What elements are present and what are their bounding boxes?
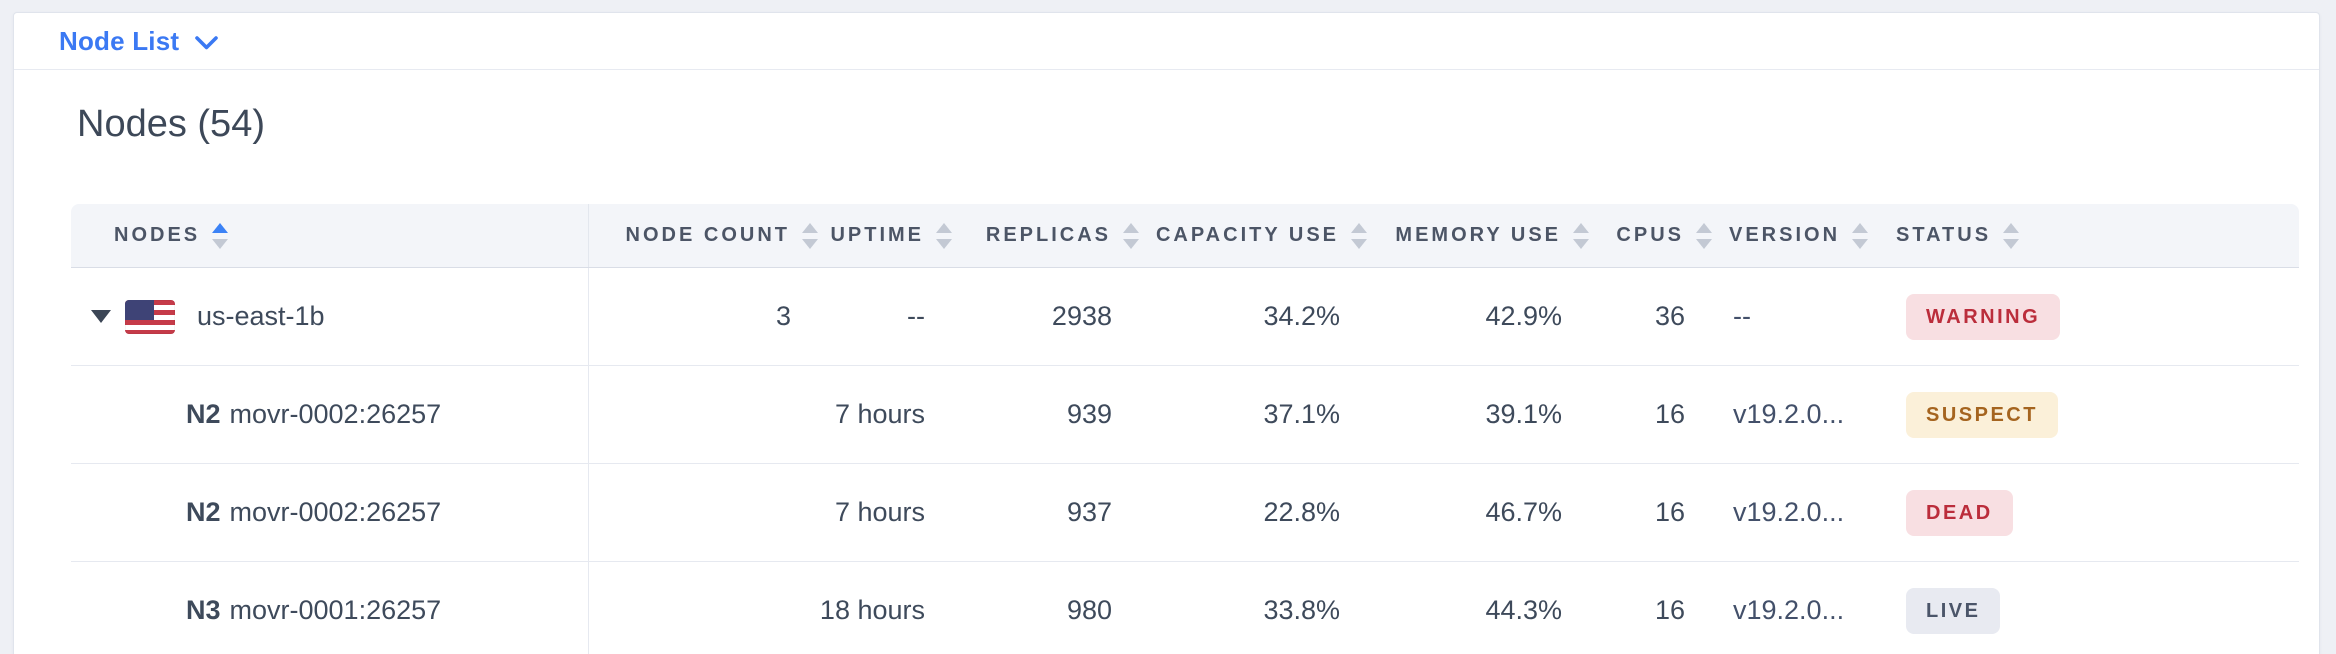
node-address: movr-0002:26257 <box>229 399 442 429</box>
node-id: N2 <box>186 399 221 429</box>
capacity-use-cell: 33.8% <box>1263 595 1340 625</box>
version-cell: v19.2.0... <box>1733 399 1845 429</box>
memory-use-cell: 46.7% <box>1485 497 1562 527</box>
replicas-cell: 939 <box>1066 399 1112 429</box>
status-badge: SUSPECT <box>1906 391 2058 438</box>
status-cell: SUSPECT <box>1880 366 2299 463</box>
chevron-down-icon <box>194 35 219 51</box>
table-header-row: NODES NODE COUNT <box>71 204 2299 268</box>
column-header-node-count[interactable]: NODE COUNT <box>589 204 819 267</box>
table-row-node[interactable]: N2 movr-0002:26257 7 hours 937 22.8% 46.… <box>71 464 2299 562</box>
cpus-cell: 36 <box>1654 301 1685 331</box>
uptime-cell: 18 hours <box>819 595 925 625</box>
replicas-cell: 937 <box>1066 497 1112 527</box>
node-name-cell: N2 movr-0002:26257 <box>71 366 589 463</box>
node-id: N3 <box>186 595 221 625</box>
sort-icon[interactable] <box>2002 222 2020 250</box>
capacity-use-cell: 22.8% <box>1263 497 1340 527</box>
column-header-status[interactable]: STATUS <box>1880 204 2299 267</box>
cpus-cell: 16 <box>1654 497 1685 527</box>
node-list-dropdown-label: Node List <box>59 25 180 56</box>
column-header-cpus[interactable]: CPUS <box>1590 204 1713 267</box>
sort-icon[interactable] <box>1350 222 1368 250</box>
status-cell: WARNING <box>1880 268 2299 365</box>
region-name: us-east-1b <box>197 301 325 331</box>
content-area: Nodes (54) NODES NODE COUNT <box>14 98 2319 654</box>
uptime-cell: 7 hours <box>834 399 925 429</box>
node-list-card: Node List Nodes (54) NODES <box>13 12 2320 654</box>
cpus-cell: 16 <box>1654 595 1685 625</box>
status-badge: LIVE <box>1906 587 2001 634</box>
sort-icon[interactable] <box>935 222 953 250</box>
sort-icon[interactable] <box>1572 222 1590 250</box>
version-cell: v19.2.0... <box>1733 497 1845 527</box>
column-header-uptime[interactable]: UPTIME <box>819 204 953 267</box>
sort-icon[interactable] <box>1122 222 1140 250</box>
version-cell: -- <box>1733 301 1751 331</box>
table-row-region[interactable]: us-east-1b 3 -- 2938 34.2% 42.9% 36 -- W… <box>71 268 2299 366</box>
column-header-capacity-use[interactable]: CAPACITY USE <box>1140 204 1368 267</box>
column-header-replicas[interactable]: REPLICAS <box>953 204 1140 267</box>
column-header-version[interactable]: VERSION <box>1713 204 1880 267</box>
table-row-node[interactable]: N3 movr-0001:26257 18 hours 980 33.8% 44… <box>71 562 2299 654</box>
cpus-cell: 16 <box>1654 399 1685 429</box>
status-badge: DEAD <box>1906 489 2013 536</box>
memory-use-cell: 44.3% <box>1485 595 1562 625</box>
us-flag-icon <box>125 299 175 334</box>
table-row-node[interactable]: N2 movr-0002:26257 7 hours 939 37.1% 39.… <box>71 366 2299 464</box>
node-name-cell: N3 movr-0001:26257 <box>71 562 589 654</box>
nodes-table: NODES NODE COUNT <box>71 204 2299 654</box>
replicas-cell: 2938 <box>1051 301 1112 331</box>
replicas-cell: 980 <box>1066 595 1112 625</box>
node-address: movr-0002:26257 <box>229 497 442 527</box>
status-cell: DEAD <box>1880 464 2299 561</box>
page-title: Nodes (54) <box>77 103 265 145</box>
node-count-cell <box>589 562 819 654</box>
capacity-use-cell: 34.2% <box>1263 301 1340 331</box>
status-cell: LIVE <box>1880 562 2299 654</box>
collapse-caret-icon[interactable] <box>91 310 111 323</box>
node-count-cell <box>589 464 819 561</box>
column-header-nodes[interactable]: NODES <box>71 204 589 267</box>
node-list-dropdown[interactable]: Node List <box>59 26 219 57</box>
region-cell: us-east-1b <box>71 268 589 365</box>
sort-icon-asc-active[interactable] <box>211 222 229 250</box>
view-selector-bar: Node List <box>14 13 2319 70</box>
sort-icon[interactable] <box>1695 222 1713 250</box>
uptime-cell: 7 hours <box>834 497 925 527</box>
version-cell: v19.2.0... <box>1733 595 1845 625</box>
node-address: movr-0001:26257 <box>229 595 442 625</box>
node-id: N2 <box>186 497 221 527</box>
sort-icon[interactable] <box>801 222 819 250</box>
status-badge: WARNING <box>1906 293 2061 340</box>
uptime-cell: -- <box>907 301 925 331</box>
capacity-use-cell: 37.1% <box>1263 399 1340 429</box>
column-header-memory-use[interactable]: MEMORY USE <box>1368 204 1590 267</box>
node-count-cell <box>589 366 819 463</box>
memory-use-cell: 42.9% <box>1485 301 1562 331</box>
sort-icon[interactable] <box>1851 222 1869 250</box>
node-count-cell: 3 <box>775 301 791 331</box>
node-name-cell: N2 movr-0002:26257 <box>71 464 589 561</box>
memory-use-cell: 39.1% <box>1485 399 1562 429</box>
